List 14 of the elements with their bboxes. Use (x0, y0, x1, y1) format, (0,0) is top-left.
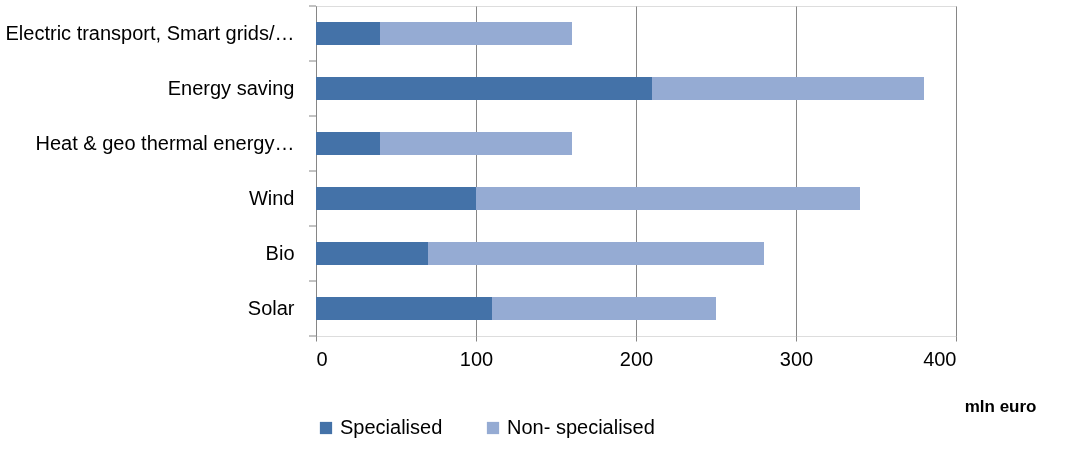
x-tick-label: 200 (619, 347, 654, 370)
x-axis-title: mln euro (964, 396, 1037, 416)
y-tick-label: Wind (248, 186, 295, 209)
y-tick-label: Electric transport, Smart grids/… (5, 21, 295, 44)
x-tick-label: 400 (923, 347, 957, 370)
y-tick-label: Heat & geo thermal energy… (35, 131, 295, 154)
y-tick-label: Bio (265, 241, 295, 264)
x-tick-label: 100 (459, 347, 494, 370)
y-tick-label: Energy saving (167, 76, 295, 99)
y-tick-label: Solar (247, 296, 295, 319)
legend-label: Specialised (340, 416, 443, 438)
legend-label: Non- specialised (507, 416, 655, 438)
x-tick-label: 0 (316, 347, 328, 370)
x-tick-label: 300 (779, 347, 814, 370)
